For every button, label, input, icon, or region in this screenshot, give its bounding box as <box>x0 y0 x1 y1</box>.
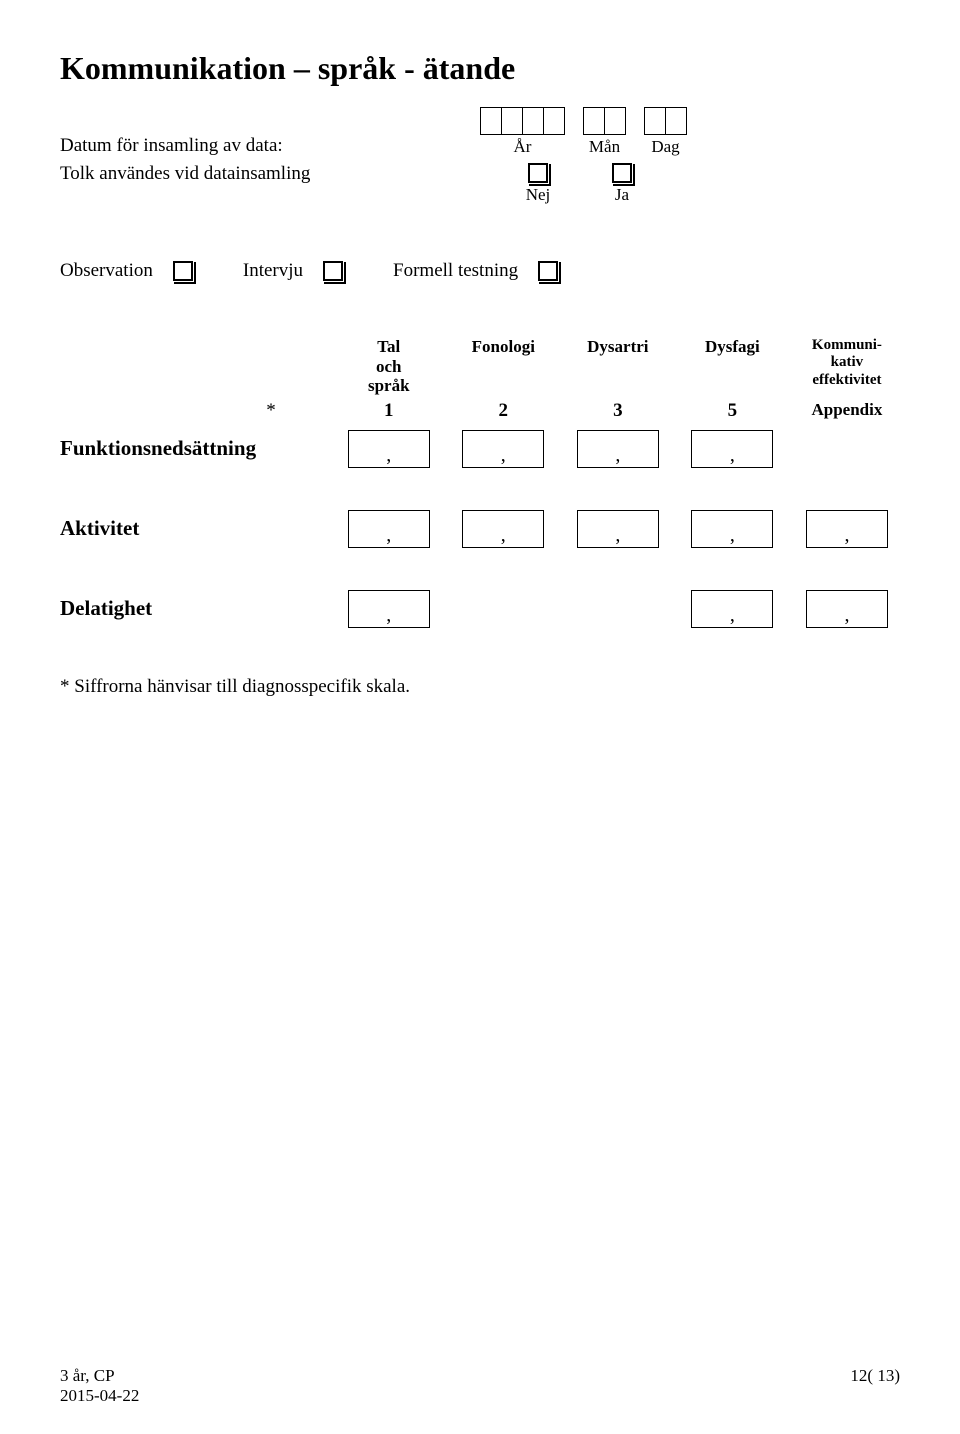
year-label: År <box>514 137 532 157</box>
day-boxes[interactable] <box>644 107 687 135</box>
nej-col: Nej <box>508 163 568 205</box>
r2c1-input[interactable]: , <box>348 510 430 548</box>
r2c4-input[interactable]: , <box>691 510 773 548</box>
tolk-label: Tolk användes vid datainsamling <box>60 163 480 185</box>
row2-label: Aktivitet <box>60 502 336 556</box>
row1-label: Funktionsnedsättning <box>60 422 336 476</box>
page-title: Kommunikation – språk - ätande <box>60 50 900 87</box>
col4-header: Dysfagi <box>679 337 785 396</box>
col1-header-c: språk <box>336 376 442 396</box>
footer-right: 12( 13) <box>850 1366 900 1406</box>
r2c5-input[interactable]: , <box>806 510 888 548</box>
date-label-text: Datum för insamling av data: <box>60 135 480 157</box>
r1c4-input[interactable]: , <box>691 430 773 468</box>
month-label: Mån <box>589 137 620 157</box>
footer-left-2: 2015-04-22 <box>60 1386 139 1406</box>
r1c2-input[interactable]: , <box>462 430 544 468</box>
month-boxes[interactable] <box>583 107 626 135</box>
r1c3-input[interactable]: , <box>577 430 659 468</box>
row3-label: Delatighet <box>60 582 336 636</box>
r3c5-input[interactable]: , <box>806 590 888 628</box>
nej-checkbox[interactable] <box>528 163 548 183</box>
col1-header-a: Tal <box>336 337 442 357</box>
num-1: 1 <box>336 396 442 422</box>
col5-header-a: Kommuni- <box>794 337 900 354</box>
r3c1-input[interactable]: , <box>348 590 430 628</box>
row-funktionsnedsattning: Funktionsnedsättning , , , , <box>60 422 900 476</box>
r2c3-input[interactable]: , <box>577 510 659 548</box>
observation-checkbox[interactable] <box>173 261 193 281</box>
row-delatighet: Delatighet , , , <box>60 582 900 636</box>
nej-label: Nej <box>526 185 551 205</box>
intervju-checkbox[interactable] <box>323 261 343 281</box>
day-label: Dag <box>651 137 679 157</box>
year-group: År <box>480 107 565 157</box>
num-appendix: Appendix <box>794 396 900 422</box>
col5-header-b: kativ <box>794 354 900 371</box>
col2-header: Fonologi <box>450 337 556 396</box>
row-aktivitet: Aktivitet , , , , , <box>60 502 900 556</box>
formell-label: Formell testning <box>393 260 518 282</box>
month-group: Mån <box>583 107 626 157</box>
formell-checkbox[interactable] <box>538 261 558 281</box>
assessment-table: Tal och språk Fonologi Dysartri Dysfagi … <box>60 337 900 636</box>
intervju-label: Intervju <box>243 260 303 282</box>
page-footer: 3 år, CP 2015-04-22 12( 13) <box>60 1366 900 1406</box>
num-2: 2 <box>450 396 556 422</box>
ja-checkbox[interactable] <box>612 163 632 183</box>
num-5: 5 <box>679 396 785 422</box>
year-boxes[interactable] <box>480 107 565 135</box>
r2c2-input[interactable]: , <box>462 510 544 548</box>
footnote: * Siffrorna hänvisar till diagnosspecifi… <box>60 676 900 698</box>
star-label: * <box>60 396 336 422</box>
ja-label: Ja <box>615 185 629 205</box>
ja-col: Ja <box>592 163 652 205</box>
footer-left-1: 3 år, CP <box>60 1366 139 1386</box>
observation-label: Observation <box>60 260 153 282</box>
r3c4-input[interactable]: , <box>691 590 773 628</box>
date-row: Datum för insamling av data: År Mån Dag <box>60 107 900 157</box>
col3-header: Dysartri <box>565 337 671 396</box>
day-group: Dag <box>644 107 687 157</box>
tolk-row: Tolk användes vid datainsamling Nej Ja <box>60 163 900 205</box>
col1-header-b: och <box>336 357 442 377</box>
header-row: Tal och språk Fonologi Dysartri Dysfagi … <box>60 337 900 396</box>
method-row: Observation Intervju Formell testning <box>60 260 900 282</box>
col5-header-c: effektivitet <box>794 372 900 389</box>
number-row: * 1 2 3 5 Appendix <box>60 396 900 422</box>
r1c1-input[interactable]: , <box>348 430 430 468</box>
num-3: 3 <box>565 396 671 422</box>
